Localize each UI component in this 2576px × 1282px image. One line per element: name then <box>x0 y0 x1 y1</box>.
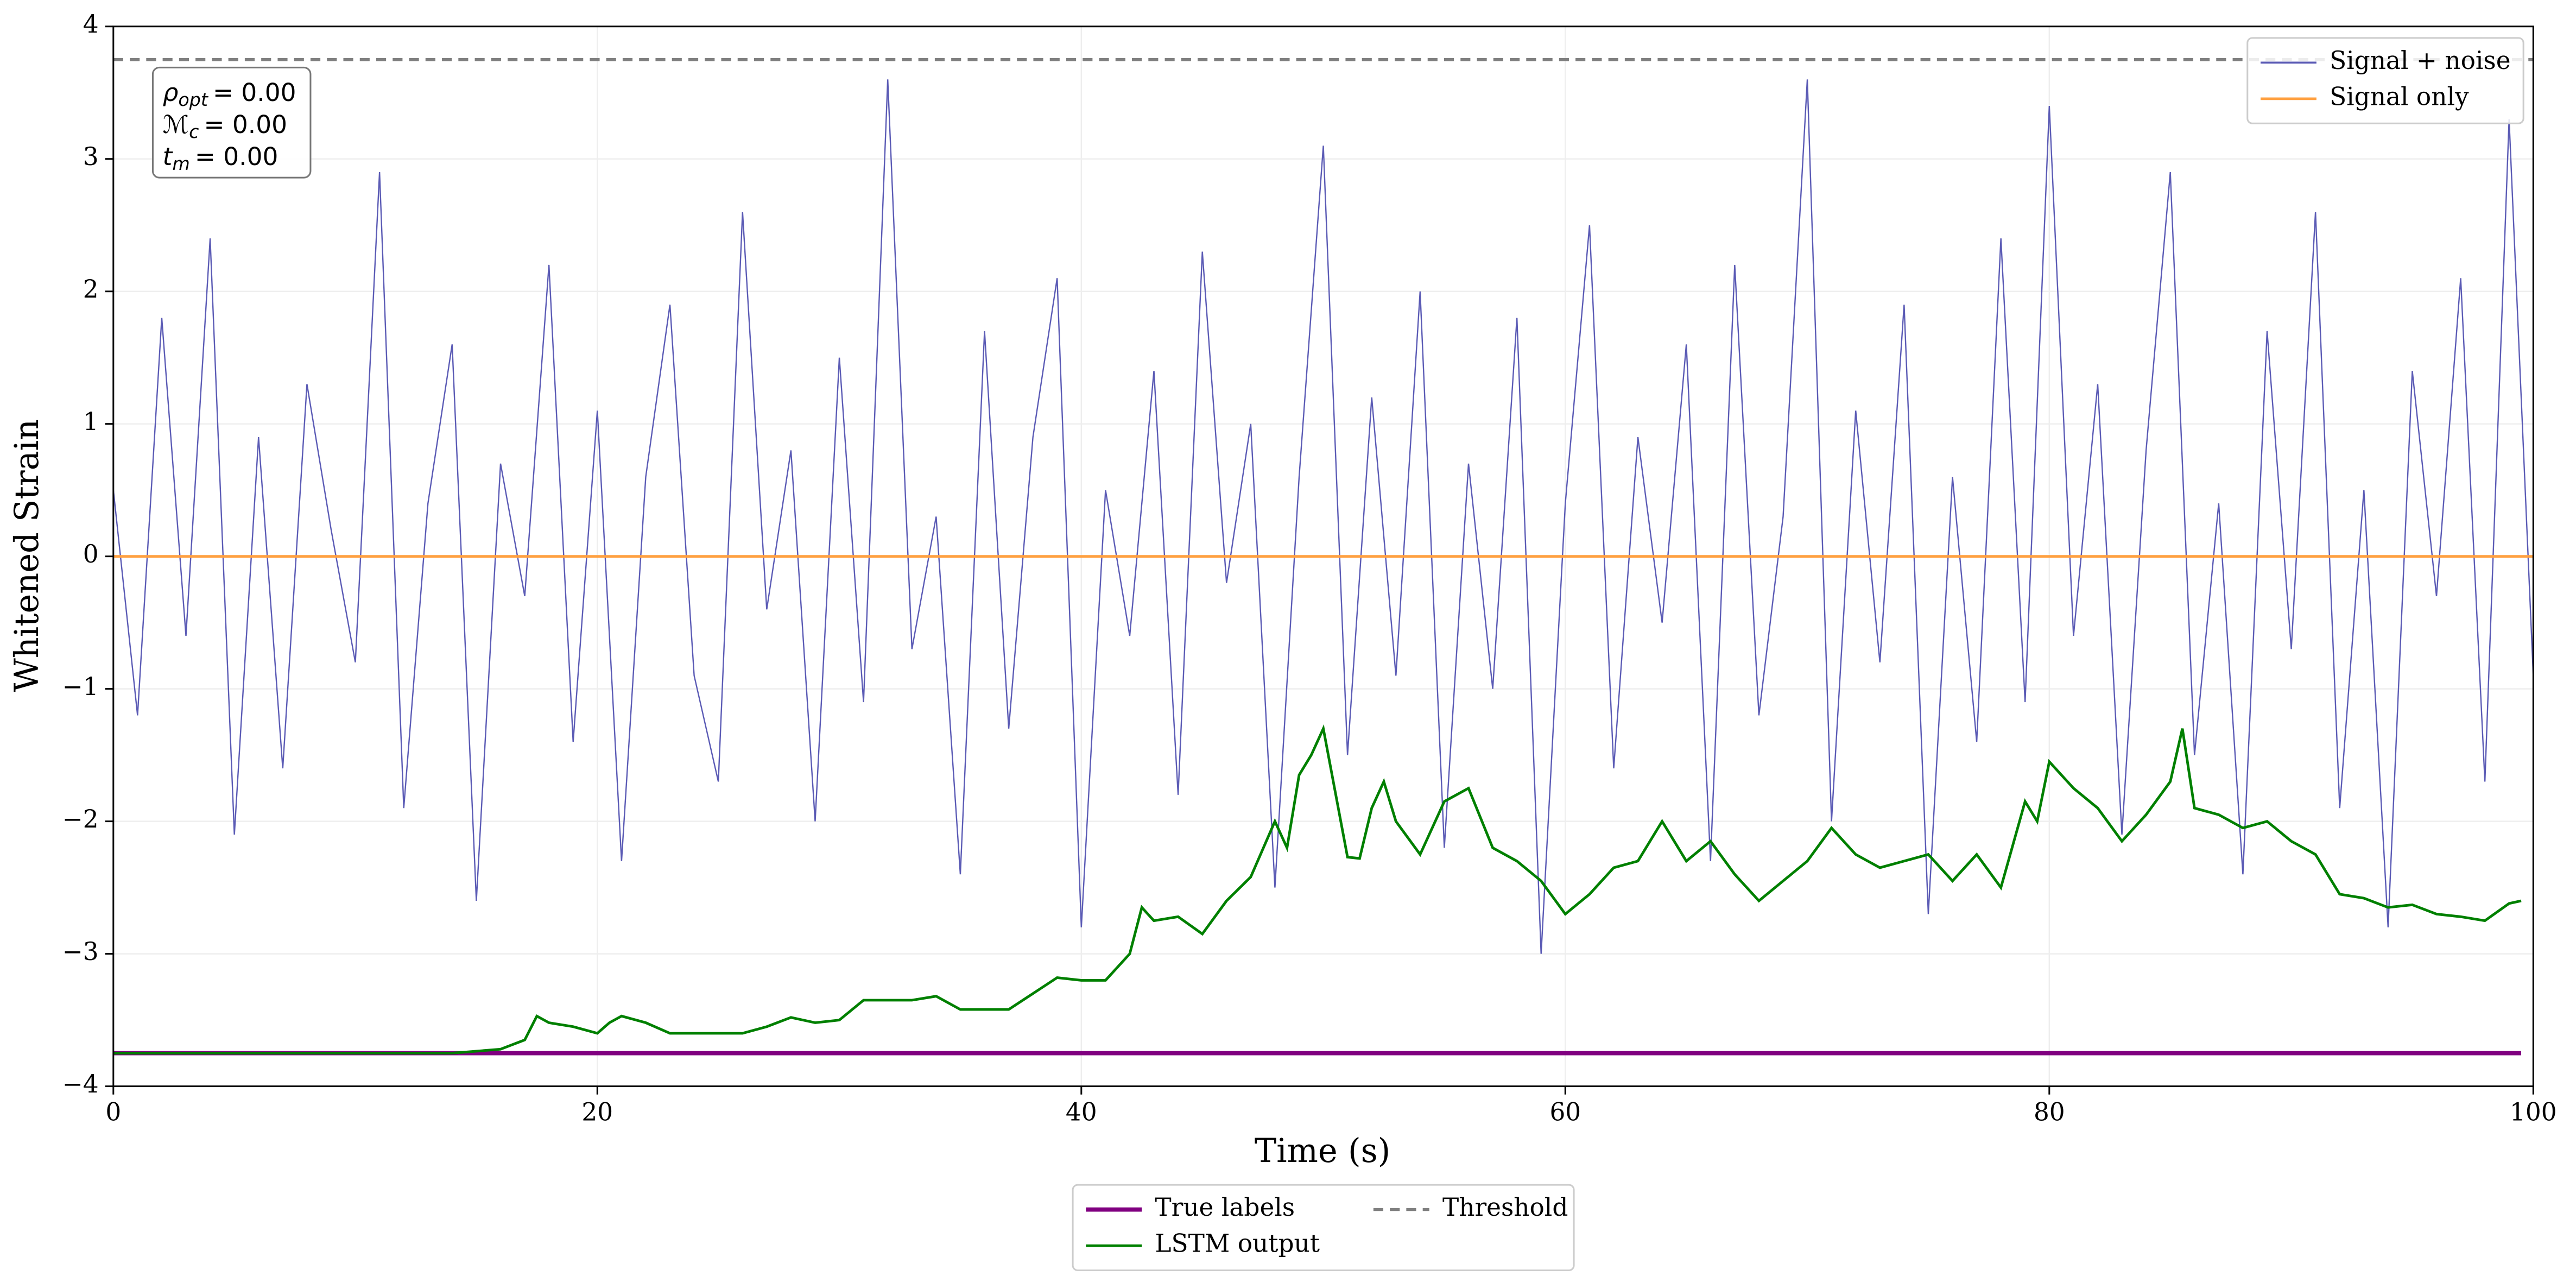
annotation-text: tm = 0.00 <box>163 142 279 174</box>
x-tick-label: 60 <box>1549 1098 1581 1127</box>
y-tick-label: −2 <box>62 805 99 833</box>
y-tick-label: 0 <box>83 540 99 569</box>
legend-box <box>1072 1184 1575 1272</box>
legend-box <box>2246 37 2524 124</box>
y-tick-label: 2 <box>83 275 99 304</box>
y-tick-label: 3 <box>83 142 99 171</box>
y-tick-label: −4 <box>62 1070 99 1098</box>
annotation-sub: c <box>189 121 199 142</box>
annotation-text: ρopt = 0.00 <box>163 78 296 110</box>
y-tick-label: −1 <box>62 672 99 701</box>
x-tick-label: 80 <box>2034 1098 2065 1127</box>
y-tick-label: −3 <box>62 937 99 966</box>
y-tick-label: 1 <box>83 407 99 436</box>
annotation-sub: m <box>172 153 189 174</box>
x-tick-label: 100 <box>2510 1098 2557 1127</box>
x-tick-label: 0 <box>105 1098 121 1127</box>
x-tick-label: 40 <box>1066 1098 1097 1127</box>
legend-label: Threshold <box>1442 1193 1568 1222</box>
plot-frame <box>112 26 2534 1088</box>
annotation-box <box>151 66 312 179</box>
annotation-symbol: ℳ <box>163 110 189 138</box>
legend-label: True labels <box>1155 1193 1295 1222</box>
annotation-value: = 0.00 <box>213 78 296 106</box>
x-axis-label: Time (s) <box>1255 1132 1390 1170</box>
series-line <box>112 79 2534 954</box>
legend-label: Signal only <box>2330 82 2469 111</box>
y-tick-label: 4 <box>83 10 99 39</box>
annotation-value: = 0.00 <box>204 110 287 138</box>
annotation-text: ℳc = 0.00 <box>163 110 287 142</box>
x-tick-label: 20 <box>581 1098 613 1127</box>
annotation-symbol: t <box>163 142 174 170</box>
y-axis-label: Whitened Strain <box>8 419 46 692</box>
annotation-symbol: ρ <box>163 78 179 106</box>
annotation-value: = 0.00 <box>195 142 278 170</box>
legend-label: LSTM output <box>1155 1229 1320 1258</box>
annotation-sub: opt <box>178 89 208 110</box>
series-line <box>113 724 2522 1055</box>
legend-label: Signal + noise <box>2330 46 2511 75</box>
